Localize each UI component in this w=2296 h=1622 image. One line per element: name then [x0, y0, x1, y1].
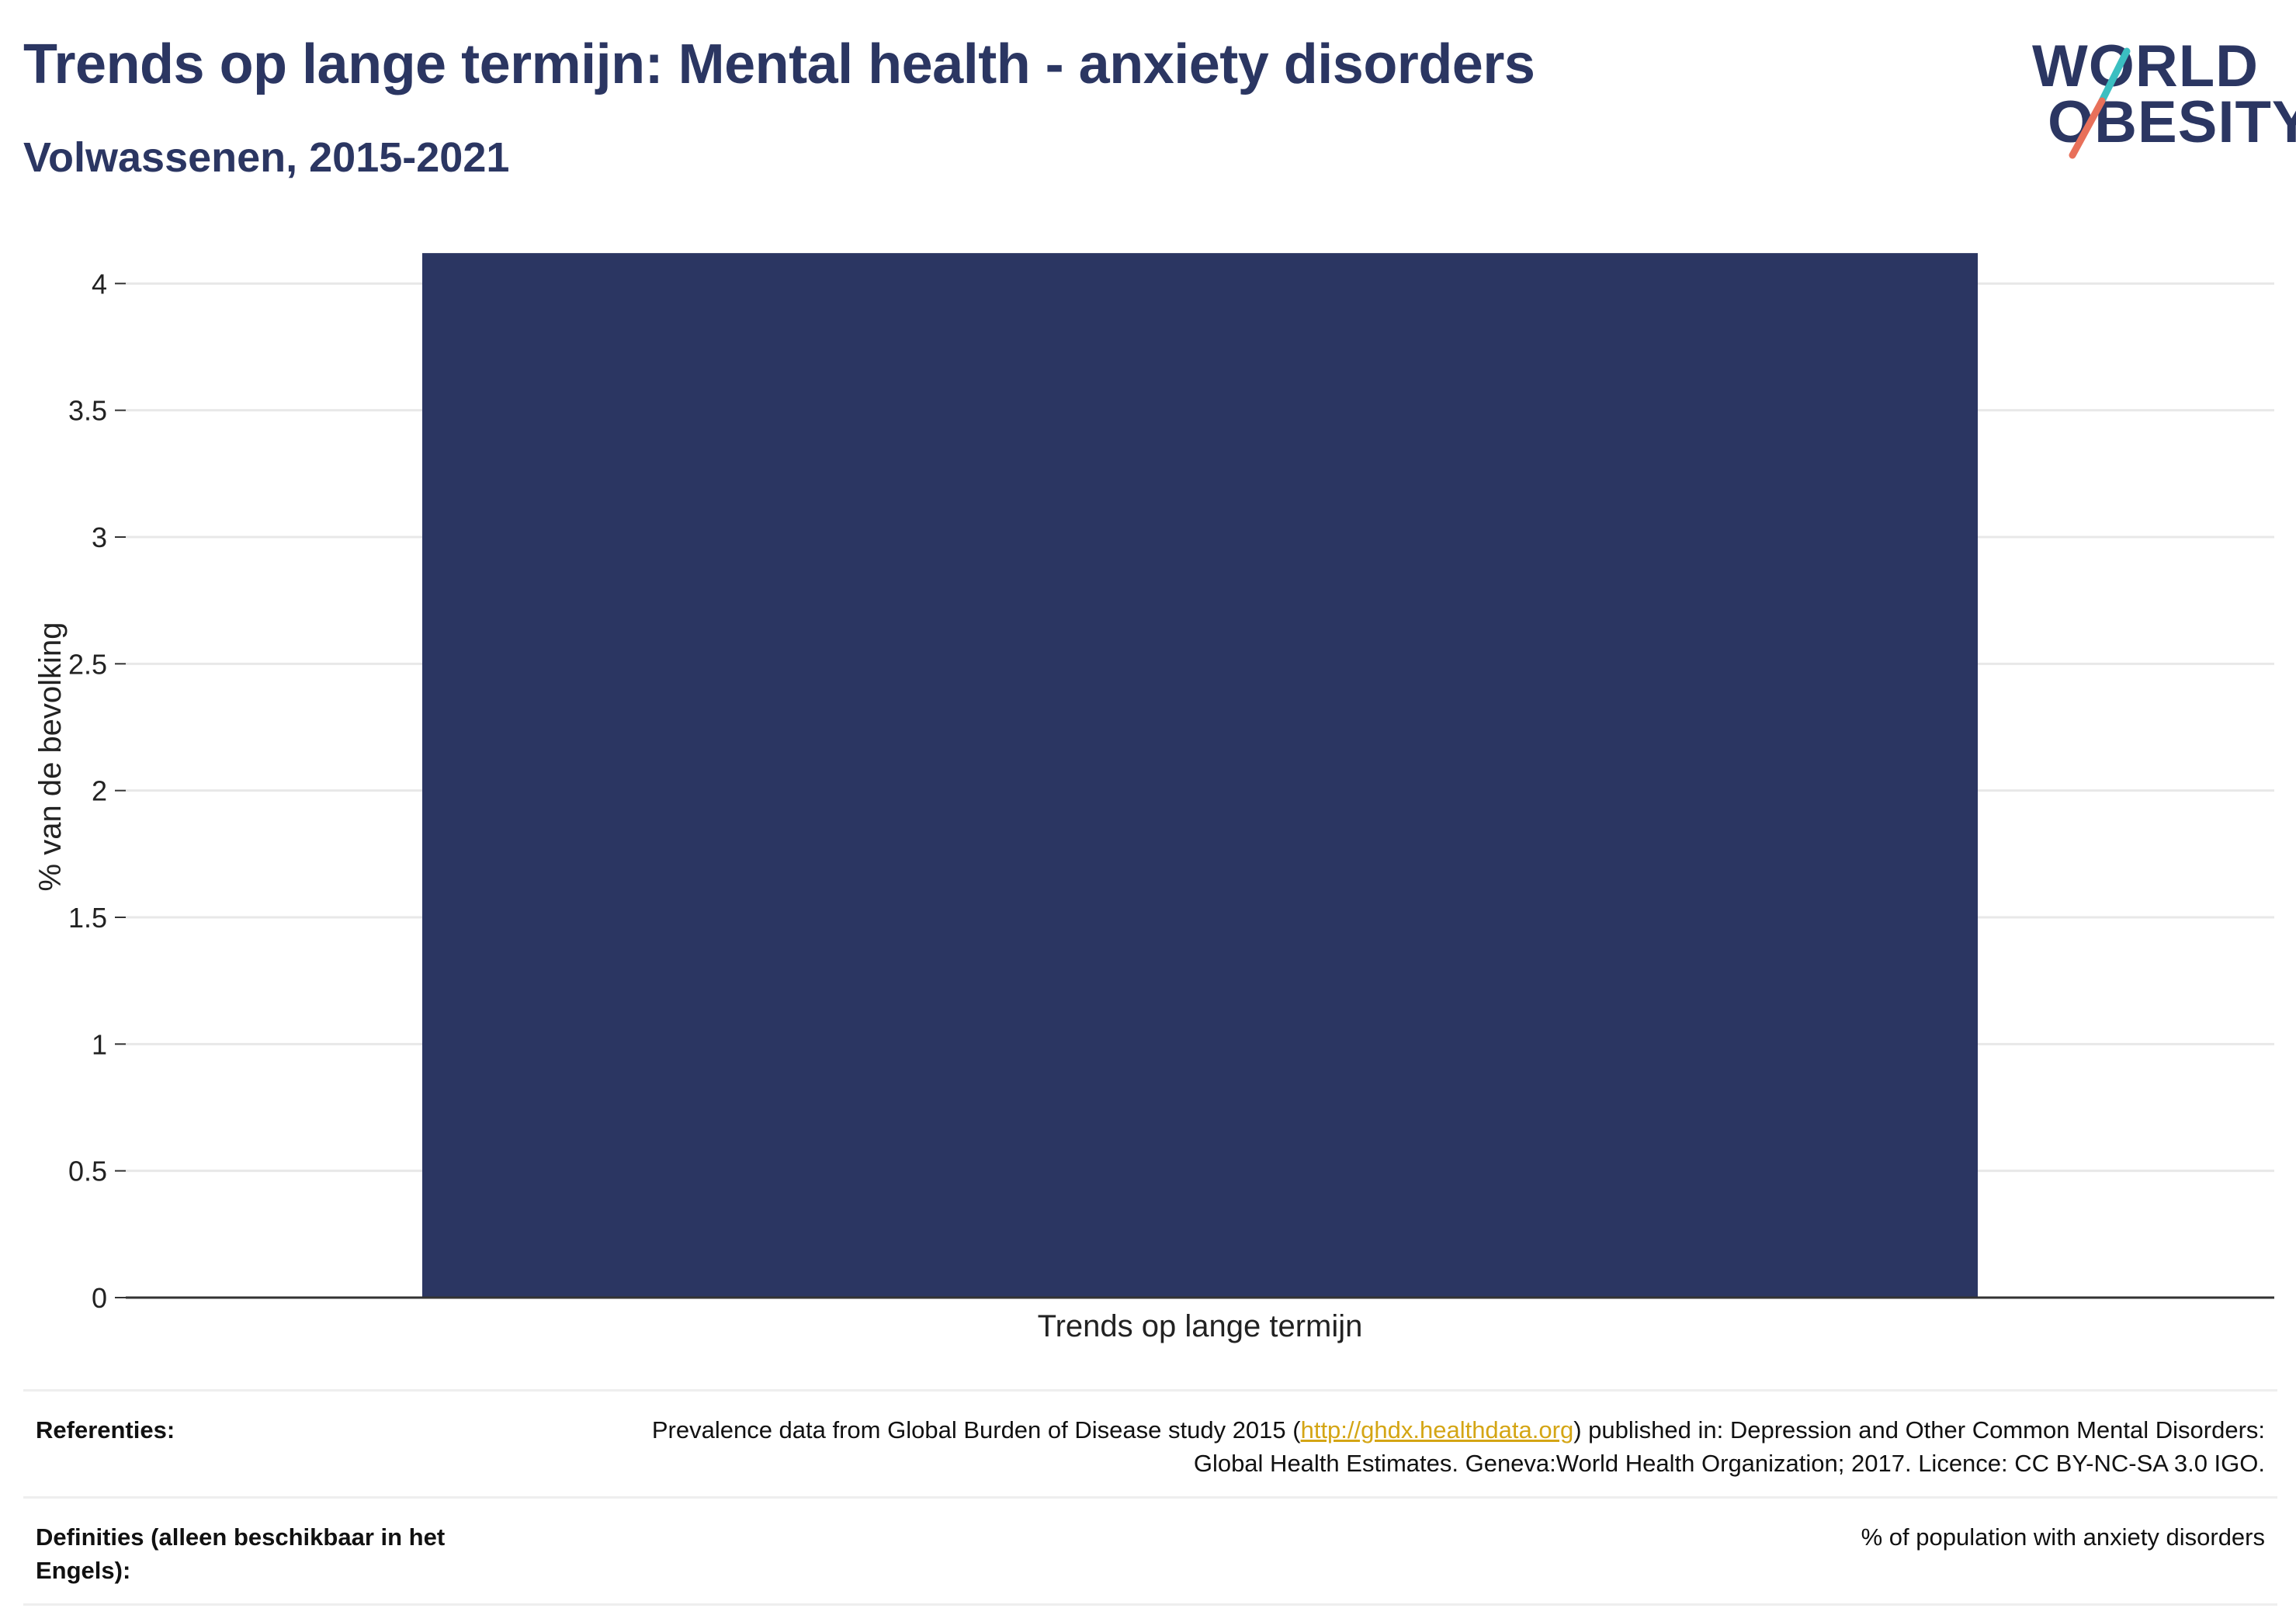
- definitions-label: Definities (alleen beschikbaar in het En…: [36, 1523, 446, 1585]
- references-label: Referenties:: [36, 1416, 175, 1444]
- y-axis-title: % van de bevolking: [33, 622, 68, 892]
- y-tick-label: 0: [92, 1282, 107, 1314]
- y-tick-label: 2.5: [68, 648, 107, 680]
- definitions-row: Definities (alleen beschikbaar in het En…: [23, 1495, 2277, 1606]
- chart-subtitle: Volwassenen, 2015-2021: [23, 134, 510, 181]
- chart-title: Trends op lange termijn: Mental health -…: [23, 33, 1535, 95]
- y-tick-label: 3: [92, 522, 107, 553]
- x-category-label: Trends op lange termijn: [1038, 1309, 1363, 1343]
- bars: [421, 253, 1979, 1298]
- axes: 0 0.5 1 1.5 2 2.5 3 3.5 4 Trends op lange termijn: [68, 268, 2274, 1343]
- y-tick-label: 4: [92, 268, 107, 300]
- world-obesity-logo: WORLD OBESITY: [2018, 22, 2296, 169]
- references-row: Referenties: Prevalence data from Global…: [23, 1389, 2277, 1496]
- y-tick-label: 1: [92, 1028, 107, 1060]
- footer-table: Referenties: Prevalence data from Global…: [23, 1389, 2277, 1606]
- y-tick-label: 1.5: [68, 902, 107, 934]
- y-tick-label: 3.5: [68, 395, 107, 427]
- y-tick-label: 2: [92, 775, 107, 807]
- references-link[interactable]: http://ghdx.healthdata.org: [1300, 1416, 1574, 1444]
- logo-line-1: WORLD: [2032, 33, 2260, 99]
- logo-slash-icon: [2069, 47, 2131, 159]
- bar: [421, 253, 1979, 1298]
- bar-chart: 0 0.5 1 1.5 2 2.5 3 3.5 4 Trends op lange termijn…: [33, 253, 2274, 1343]
- references-text: Prevalence data from Global Burden of Di…: [651, 1416, 2265, 1478]
- definitions-text: % of population with anxiety disorders: [1861, 1523, 2265, 1551]
- y-tick-label: 0.5: [68, 1156, 107, 1187]
